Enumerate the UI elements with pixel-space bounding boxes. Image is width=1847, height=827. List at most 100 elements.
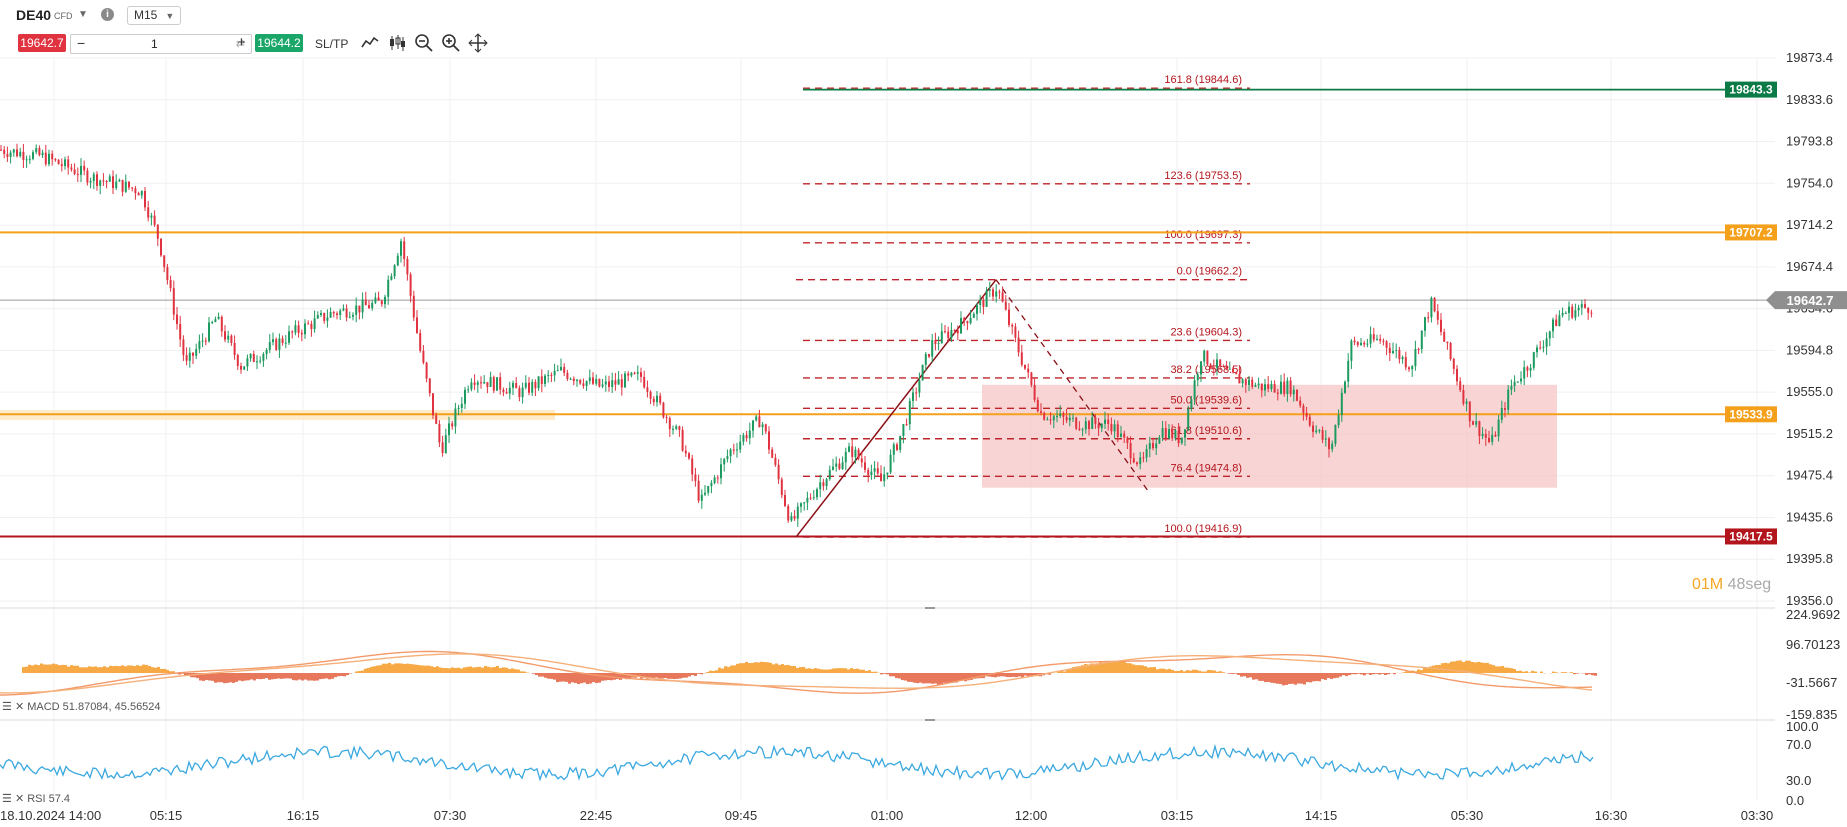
- increase-quantity-button[interactable]: +: [237, 34, 246, 51]
- candle-body: [128, 181, 130, 188]
- macd-bar: [520, 671, 523, 673]
- candle-body: [278, 338, 281, 350]
- swap-icon[interactable]: ⇄: [235, 38, 245, 50]
- candle-body: [1059, 413, 1062, 417]
- macd-bar: [727, 666, 730, 673]
- candle-body: [1232, 368, 1234, 373]
- sell-price-button[interactable]: 19642.7: [18, 34, 66, 52]
- info-icon[interactable]: i: [101, 8, 114, 21]
- candle-body: [172, 288, 175, 315]
- candle-body: [710, 482, 713, 487]
- macd-bar: [586, 673, 589, 685]
- candle-body: [1286, 380, 1289, 394]
- macd-bar: [874, 671, 877, 673]
- macd-bar: [1129, 663, 1132, 673]
- quantity-stepper[interactable]: − 1 ⇄: [70, 34, 252, 54]
- macd-bar: [1222, 672, 1225, 673]
- candle-body: [659, 395, 662, 403]
- macd-bar: [1321, 673, 1324, 680]
- macd-bar: [124, 666, 127, 673]
- macd-bar: [1522, 671, 1525, 673]
- candle-body: [1401, 357, 1404, 360]
- macd-bar: [325, 673, 328, 679]
- macd-bar: [310, 673, 313, 681]
- chevron-down-icon[interactable]: ▼: [78, 9, 88, 20]
- line-chart-icon[interactable]: [360, 33, 380, 53]
- settings-icon[interactable]: ☰: [2, 793, 12, 805]
- close-icon[interactable]: ✕: [14, 793, 25, 805]
- macd-bar: [964, 673, 967, 682]
- candle-body: [310, 323, 313, 329]
- symbol-name[interactable]: DE40: [16, 7, 52, 23]
- candle-body: [22, 151, 25, 160]
- candle-body: [556, 370, 559, 372]
- macd-bar: [109, 665, 112, 673]
- candle-body: [422, 350, 425, 363]
- macd-bar: [994, 673, 997, 678]
- macd-bar: [1456, 660, 1459, 673]
- macd-bar: [1312, 673, 1315, 682]
- candle-body: [1116, 424, 1119, 437]
- candle-body: [1148, 443, 1151, 450]
- macd-bar: [1498, 666, 1501, 673]
- candle-body: [1372, 334, 1375, 340]
- candlestick-icon[interactable]: [387, 33, 407, 53]
- macd-bar: [277, 673, 280, 679]
- candle-body: [89, 181, 92, 183]
- settings-icon[interactable]: ☰: [2, 701, 12, 713]
- macd-bar: [361, 670, 364, 673]
- macd-bar: [916, 673, 919, 684]
- candle-body: [1129, 442, 1132, 459]
- zoom-out-icon[interactable]: [414, 33, 434, 53]
- candle-body: [1440, 319, 1442, 332]
- macd-bar: [343, 673, 346, 677]
- macd-bar: [1339, 673, 1342, 677]
- candle-body: [1027, 368, 1030, 373]
- candle-body: [649, 391, 652, 399]
- candle-body: [1024, 364, 1026, 369]
- fib-level-label: 100.0 (19697.3): [1164, 229, 1242, 241]
- close-icon[interactable]: ✕: [14, 701, 25, 713]
- macd-bar: [616, 673, 619, 680]
- macd-bar: [850, 668, 853, 673]
- rsi-legend[interactable]: ☰ ✕ RSI 57.4: [2, 792, 70, 805]
- candle-body: [12, 149, 15, 153]
- macd-bar: [451, 667, 454, 673]
- macd-bar: [1096, 663, 1099, 673]
- candle-body: [204, 340, 207, 342]
- price-level-tag-label: 19707.2: [1729, 225, 1773, 239]
- candle-body: [723, 458, 726, 465]
- candle-body: [1587, 307, 1590, 313]
- candle-body: [304, 323, 306, 335]
- macd-bar: [796, 667, 799, 673]
- macd-legend[interactable]: ☰ ✕ MACD 51.87084, 45.56524: [2, 700, 161, 713]
- macd-bar: [802, 666, 805, 673]
- timeframe-select[interactable]: M15 ▼: [127, 6, 182, 25]
- zoom-in-icon[interactable]: [441, 33, 461, 53]
- candle-body: [646, 387, 649, 392]
- macd-bar: [1426, 668, 1429, 673]
- macd-bar: [136, 665, 139, 673]
- decrease-quantity-button[interactable]: −: [77, 35, 86, 51]
- candle-body: [681, 429, 684, 451]
- macd-bar: [793, 665, 796, 673]
- sltp-button[interactable]: SL/TP: [315, 37, 349, 51]
- candle-body: [947, 331, 950, 339]
- macd-bar: [679, 673, 682, 679]
- buy-price-button[interactable]: 19644.2: [255, 34, 303, 52]
- candle-body: [35, 148, 38, 153]
- candle-body: [620, 379, 623, 388]
- macd-bar: [841, 668, 844, 673]
- candle-body: [883, 474, 886, 482]
- macd-bar: [601, 673, 604, 681]
- candle-body: [70, 167, 73, 170]
- candle-body: [112, 176, 114, 189]
- macd-bar: [1330, 673, 1333, 679]
- candle-body: [790, 516, 793, 521]
- candle-body: [342, 308, 345, 311]
- x-tick-label: 09:45: [725, 808, 758, 823]
- quantity-value[interactable]: 1: [151, 37, 158, 51]
- crosshair-icon[interactable]: [468, 33, 488, 53]
- macd-bar: [235, 673, 238, 682]
